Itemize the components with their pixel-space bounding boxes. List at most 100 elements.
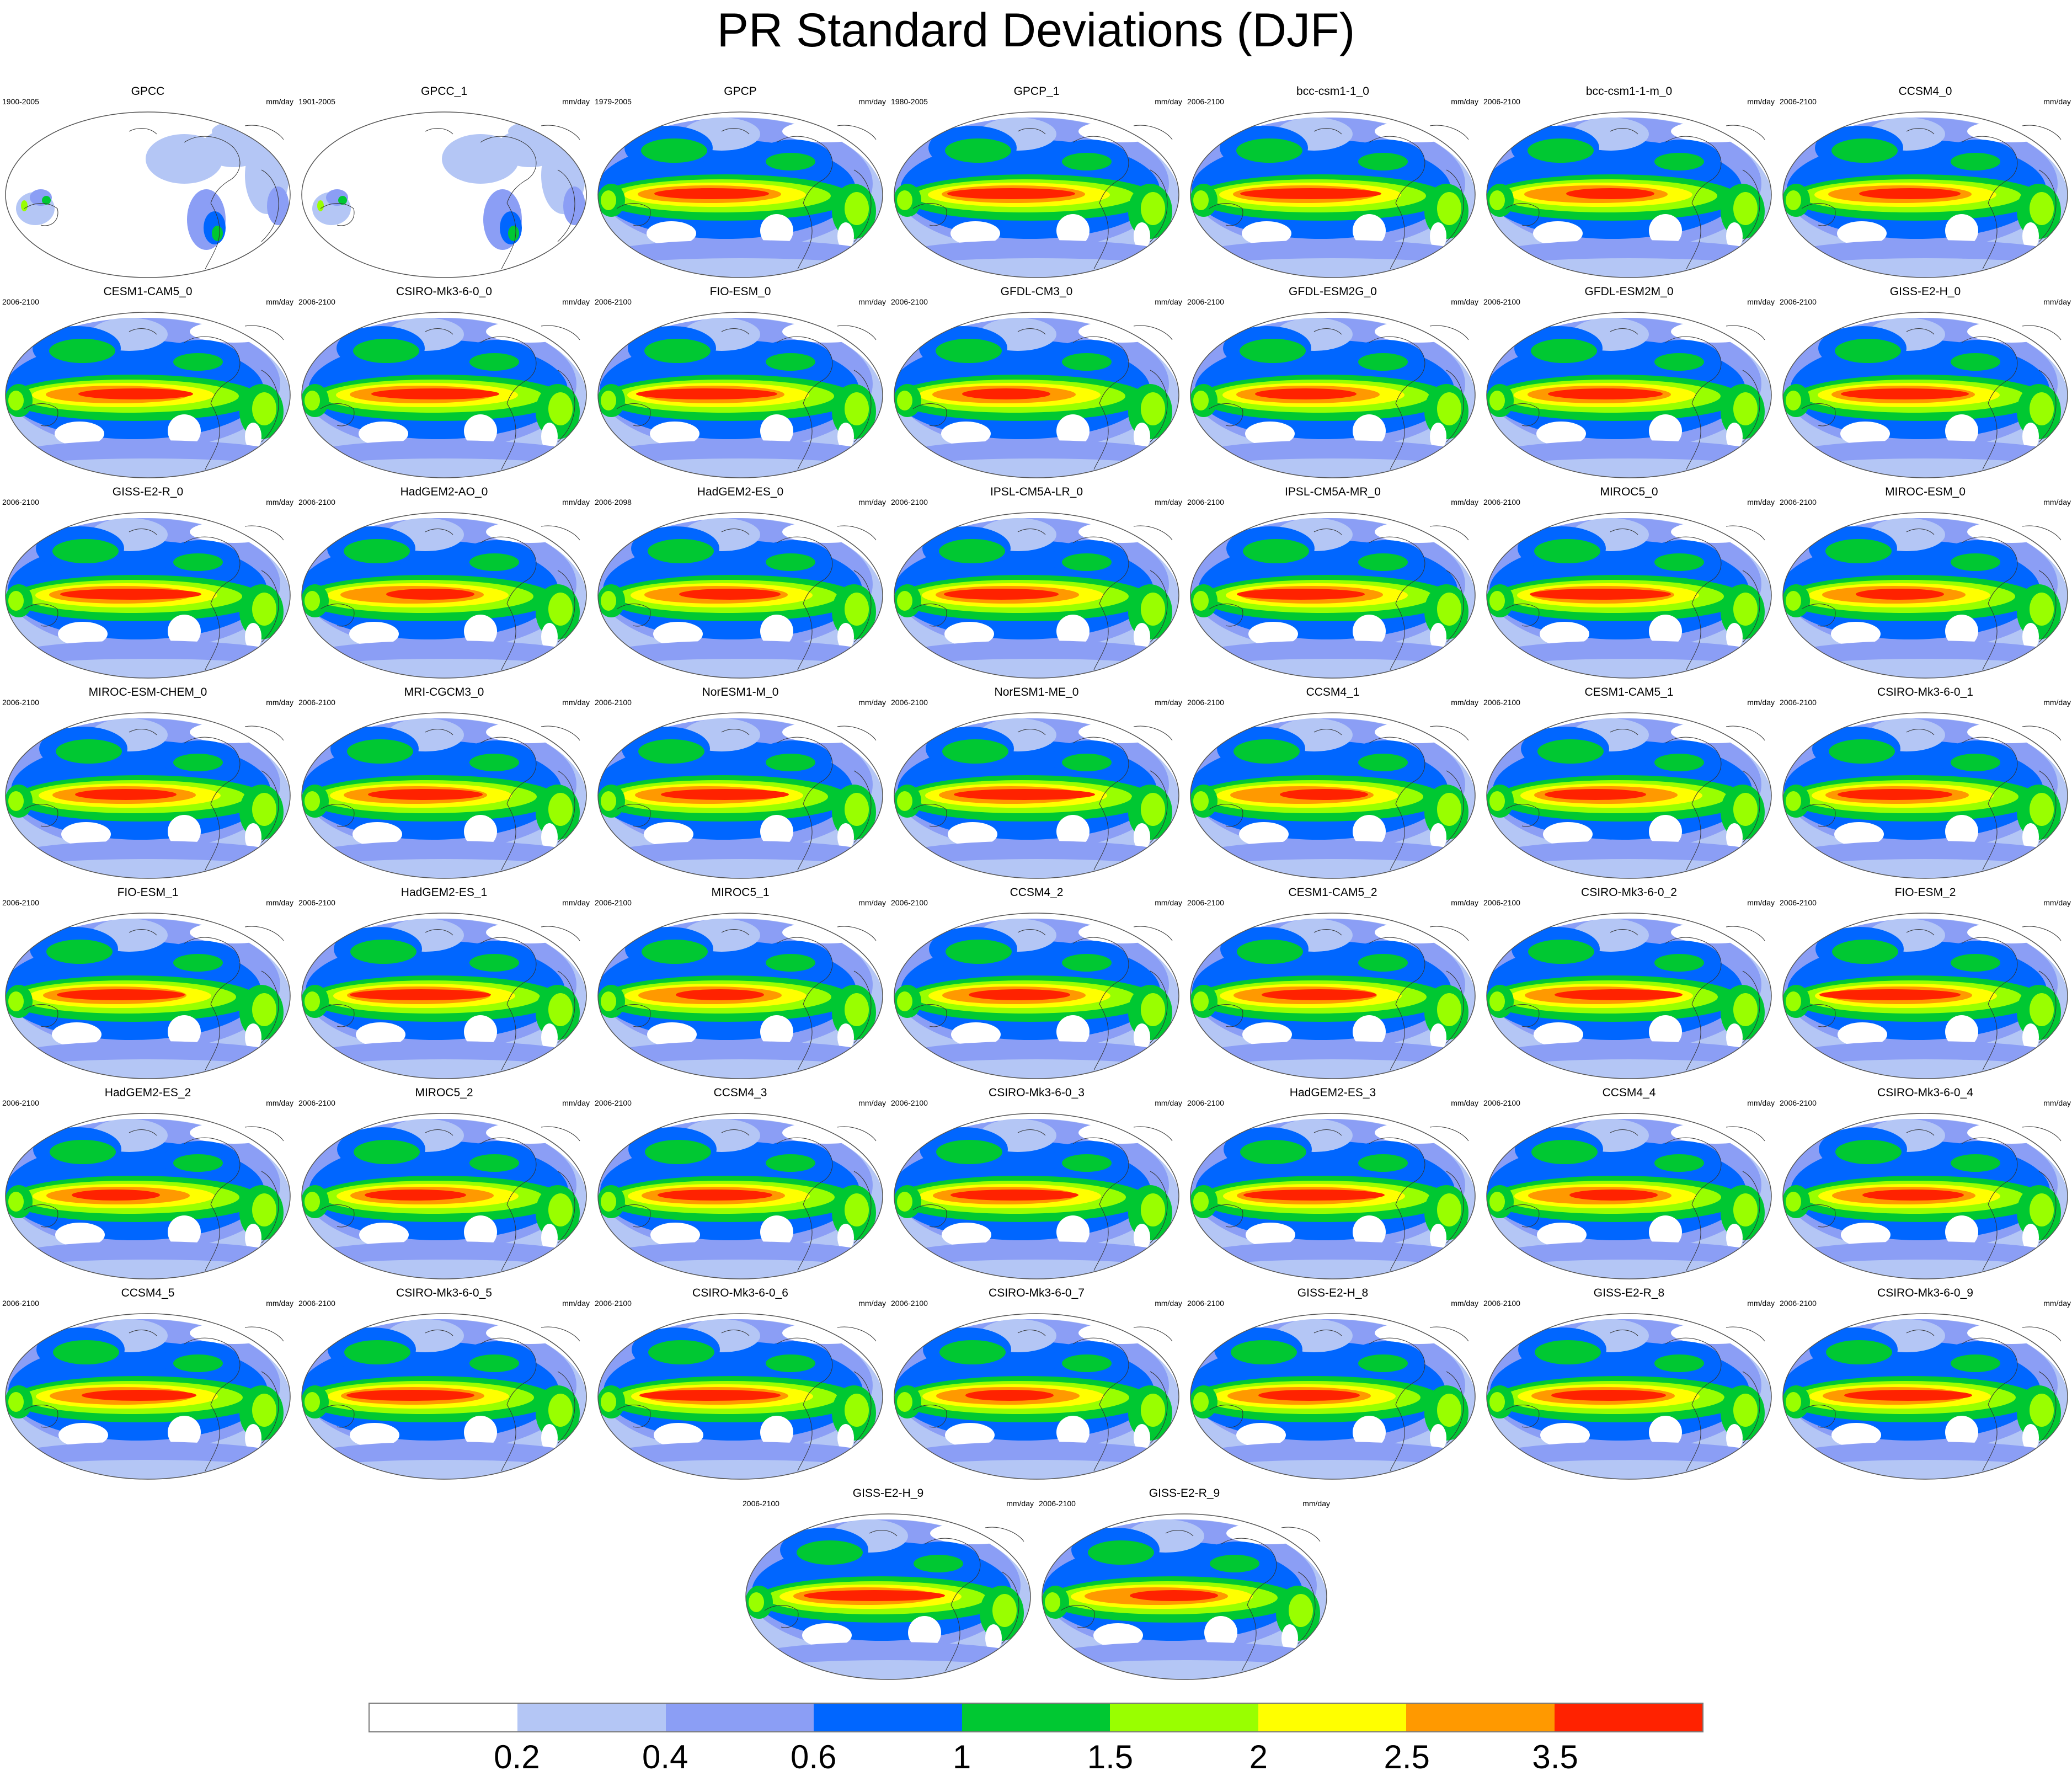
panel-period: 2006-2100 bbox=[891, 1098, 928, 1107]
map-panel: MIROC-ESM-CHEM_0 2006-2100 mm/day bbox=[0, 684, 296, 883]
precip-map bbox=[1486, 111, 1772, 278]
panel-period: 2006-2100 bbox=[1483, 898, 1520, 907]
panel-title: HadGEM2-ES_3 bbox=[1289, 1086, 1376, 1099]
panel-units: mm/day bbox=[1451, 1098, 1478, 1107]
panel-title: CSIRO-Mk3-6-0_4 bbox=[1877, 1086, 1973, 1099]
panel-title: IPSL-CM5A-LR_0 bbox=[990, 486, 1083, 498]
map-panel: CCSM4_3 2006-2100 mm/day bbox=[592, 1084, 888, 1284]
panel-units: mm/day bbox=[1155, 898, 1182, 907]
panel-units: mm/day bbox=[858, 698, 886, 707]
panel-units: mm/day bbox=[2043, 498, 2071, 506]
panel-title: FIO-ESM_1 bbox=[117, 886, 179, 899]
colorbar-box bbox=[370, 1704, 518, 1731]
colorbar-box bbox=[665, 1704, 814, 1731]
panel-period: 2006-2100 bbox=[298, 297, 335, 306]
panel-units: mm/day bbox=[562, 1098, 590, 1107]
panel-title: MIROC5_0 bbox=[1600, 486, 1658, 498]
map-panel: CSIRO-Mk3-6-0_1 2006-2100 mm/day bbox=[1777, 684, 2072, 883]
map-panel: bcc-csm1-1_0 2006-2100 mm/day bbox=[1185, 83, 1481, 282]
map-panel: MIROC-ESM_0 2006-2100 mm/day bbox=[1777, 483, 2072, 683]
colorbar-tick-label: 0.6 bbox=[790, 1738, 837, 1775]
panel-title: GPCC bbox=[131, 85, 165, 98]
map-panel: FIO-ESM_2 2006-2100 mm/day bbox=[1777, 884, 2072, 1084]
precip-map bbox=[1782, 512, 2068, 679]
precip-map bbox=[894, 312, 1179, 478]
panel-title: HadGEM2-ES_2 bbox=[104, 1086, 191, 1099]
panel-title: CSIRO-Mk3-6-0_1 bbox=[1877, 686, 1973, 698]
panel-title: CESM1-CAM5_0 bbox=[103, 285, 193, 298]
panel-period: 2006-2100 bbox=[891, 297, 928, 306]
panel-units: mm/day bbox=[858, 1098, 886, 1107]
precip-map bbox=[301, 1113, 587, 1279]
precip-map bbox=[5, 512, 291, 679]
map-panel: GISS-E2-H_9 2006-2100 mm/day bbox=[740, 1485, 1036, 1684]
map-panel: MIROC5_1 2006-2100 mm/day bbox=[592, 884, 888, 1084]
panel-units: mm/day bbox=[562, 698, 590, 707]
map-panel: GFDL-ESM2M_0 2006-2100 mm/day bbox=[1481, 283, 1777, 483]
panel-period: 2006-2100 bbox=[1780, 1299, 1817, 1308]
panel-units: mm/day bbox=[1451, 97, 1478, 106]
colorbar bbox=[369, 1703, 1703, 1732]
map-panel: IPSL-CM5A-MR_0 2006-2100 mm/day bbox=[1185, 483, 1481, 683]
precip-map bbox=[597, 312, 883, 478]
panel-title: GISS-E2-H_0 bbox=[1889, 285, 1961, 298]
panel-period: 2006-2098 bbox=[595, 498, 632, 506]
map-panel: GISS-E2-R_9 2006-2100 mm/day bbox=[1037, 1485, 1332, 1684]
precip-map bbox=[1190, 712, 1476, 879]
map-panel: CSIRO-Mk3-6-0_3 2006-2100 mm/day bbox=[889, 1084, 1184, 1284]
precip-map bbox=[5, 312, 291, 478]
panel-units: mm/day bbox=[2043, 1098, 2071, 1107]
precip-map bbox=[1190, 312, 1476, 478]
precip-map bbox=[894, 913, 1179, 1079]
map-panel: IPSL-CM5A-LR_0 2006-2100 mm/day bbox=[889, 483, 1184, 683]
panel-units: mm/day bbox=[858, 1299, 886, 1308]
map-panel: GPCC_1 1901-2005 mm/day bbox=[296, 83, 592, 282]
panel-period: 2006-2100 bbox=[1780, 698, 1817, 707]
panel-period: 2006-2100 bbox=[1483, 498, 1520, 506]
panel-period: 1900-2005 bbox=[2, 97, 39, 106]
precip-map bbox=[894, 512, 1179, 679]
precip-map bbox=[894, 1313, 1179, 1480]
panel-title: GFDL-ESM2G_0 bbox=[1289, 285, 1377, 298]
panel-units: mm/day bbox=[1747, 698, 1775, 707]
precip-map bbox=[894, 1113, 1179, 1279]
panel-title: FIO-ESM_2 bbox=[1894, 886, 1956, 899]
panel-units: mm/day bbox=[1155, 297, 1182, 306]
panel-period: 2006-2100 bbox=[1187, 1299, 1224, 1308]
panel-units: mm/day bbox=[1155, 498, 1182, 506]
precip-map bbox=[1486, 1313, 1772, 1480]
precip-map bbox=[745, 1513, 1031, 1680]
map-panel: CCSM4_0 2006-2100 mm/day bbox=[1777, 83, 2072, 282]
precip-map bbox=[301, 712, 587, 879]
panel-period: 2006-2100 bbox=[891, 698, 928, 707]
panel-period: 2006-2100 bbox=[595, 698, 632, 707]
panel-period: 2006-2100 bbox=[2, 698, 39, 707]
precip-map bbox=[5, 712, 291, 879]
map-panel: CSIRO-Mk3-6-0_9 2006-2100 mm/day bbox=[1777, 1284, 2072, 1484]
panel-units: mm/day bbox=[1006, 1499, 1034, 1508]
panel-period: 1980-2005 bbox=[891, 97, 928, 106]
panel-period: 2006-2100 bbox=[1483, 297, 1520, 306]
map-panel: CCSM4_1 2006-2100 mm/day bbox=[1185, 684, 1481, 883]
panel-title: GISS-E2-R_8 bbox=[1593, 1287, 1665, 1299]
colorbar-tick-label: 2 bbox=[1249, 1738, 1268, 1775]
precip-map bbox=[301, 312, 587, 478]
panel-title: MIROC-ESM-CHEM_0 bbox=[88, 686, 207, 698]
panel-title: HadGEM2-AO_0 bbox=[400, 486, 488, 498]
panel-title: GISS-E2-H_9 bbox=[852, 1487, 924, 1500]
panel-units: mm/day bbox=[1155, 1098, 1182, 1107]
panel-period: 2006-2100 bbox=[2, 898, 39, 907]
colorbar-box bbox=[814, 1704, 962, 1731]
precip-map bbox=[301, 1313, 587, 1480]
map-panel: GISS-E2-H_8 2006-2100 mm/day bbox=[1185, 1284, 1481, 1484]
panel-title: CESM1-CAM5_1 bbox=[1584, 686, 1674, 698]
precip-map bbox=[5, 1313, 291, 1480]
panel-title: CCSM4_2 bbox=[1010, 886, 1064, 899]
panel-title: CSIRO-Mk3-6-0_7 bbox=[989, 1287, 1085, 1299]
map-panel: HadGEM2-ES_0 2006-2098 mm/day bbox=[592, 483, 888, 683]
map-panel: GPCP_1 1980-2005 mm/day bbox=[889, 83, 1184, 282]
panel-units: mm/day bbox=[2043, 898, 2071, 907]
panel-title: CCSM4_5 bbox=[121, 1287, 175, 1299]
precip-map bbox=[597, 512, 883, 679]
colorbar-box bbox=[1554, 1704, 1702, 1731]
